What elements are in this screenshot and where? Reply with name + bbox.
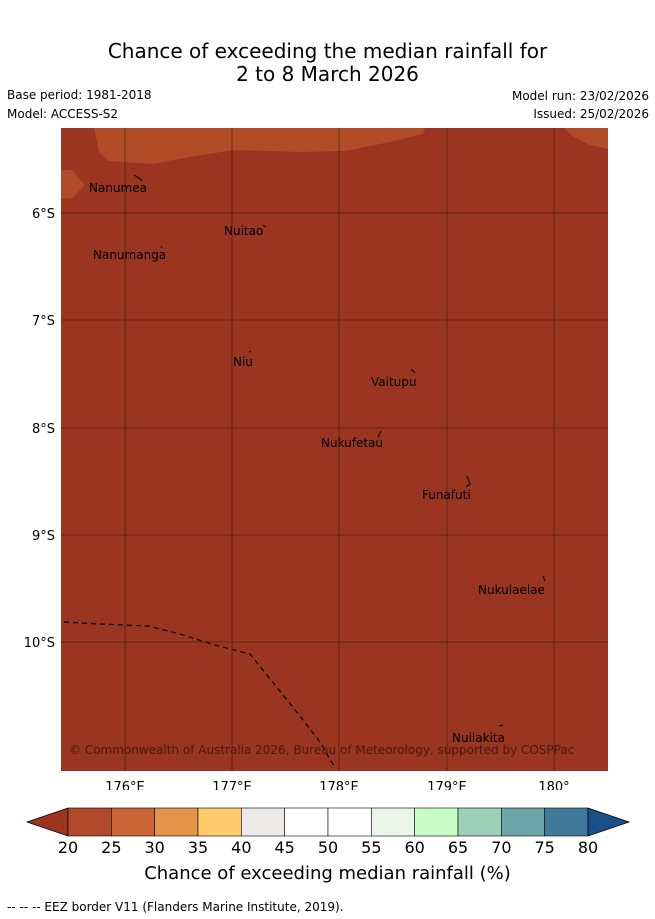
colorbar-tick-label: 80: [577, 838, 599, 857]
colorbar: [25, 807, 631, 837]
place-label-nukufetau: Nukufetau: [321, 436, 383, 450]
colorbar-tick-label: 70: [491, 838, 512, 857]
probability-band-top: [94, 128, 425, 164]
probability-band-speck: [150, 131, 155, 134]
islands: [133, 174, 546, 727]
island-vaitupu: [410, 368, 416, 374]
island-funafuti: [465, 475, 471, 488]
copyright-notice: © Commonwealth of Australia 2026, Bureau…: [69, 743, 574, 757]
title-line-1: Chance of exceeding the median rainfall …: [107, 39, 548, 63]
lon-tick-label: 180°: [538, 780, 569, 790]
issued-date: Issued: 25/02/2026: [533, 107, 649, 121]
probability-field: [61, 128, 608, 771]
colorbar-tick-label: 65: [447, 838, 469, 857]
colorbar-cell: [501, 807, 545, 837]
colorbar-tick-label: 45: [274, 838, 295, 857]
place-label-funafuti: Funafuti: [422, 488, 471, 502]
colorbar-tick-label: 25: [101, 838, 122, 857]
place-label-niu: Niu: [233, 355, 253, 369]
eez-footnote: -- -- -- EEZ border V11 (Flanders Marine…: [7, 900, 344, 914]
base-period: Base period: 1981-2018: [7, 88, 152, 102]
colorbar-cell: [327, 807, 372, 837]
colorbar-tick-label: 55: [361, 838, 382, 857]
colorbar-cell: [544, 807, 589, 837]
lon-tick-label: 178°E: [319, 780, 359, 790]
colorbar-cell: [414, 807, 459, 837]
lat-tick-label: 6°S: [32, 207, 55, 222]
map: Nanumea Nuitao Nanumanga Niu Vaitupu Nuk…: [24, 128, 608, 790]
colorbar-cell: [457, 807, 502, 837]
lon-tick-label: 177°E: [212, 780, 252, 790]
model-name: Model: ACCESS-S2: [7, 107, 119, 121]
island-nukufetau: [377, 430, 382, 438]
island-nanumea: [133, 174, 143, 182]
place-label-nukulaelae: Nukulaelae: [478, 583, 545, 597]
colorbar-tick-label: 60: [404, 838, 425, 857]
colorbar-title: Chance of exceeding median rainfall (%): [144, 863, 511, 884]
model-run: Model run: 23/02/2026: [511, 89, 649, 103]
colorbar-tick-label: 30: [144, 838, 165, 857]
lat-tick-label: 10°S: [24, 636, 55, 651]
place-label-nanumanga: Nanumanga: [93, 248, 166, 262]
colorbar-cell: [111, 807, 155, 837]
colorbar-tick-label: 35: [187, 838, 209, 857]
colorbar-low-extend: [25, 807, 69, 837]
colorbar-cell: [154, 807, 199, 837]
place-label-nuilakita: Nuilakita: [452, 731, 505, 745]
place-label-vaitupu: Vaitupu: [371, 375, 417, 389]
colorbar-cell: [371, 807, 415, 837]
probability-band-topright: [565, 128, 608, 149]
probability-band-left: [61, 170, 85, 199]
graticule: [61, 128, 608, 771]
colorbar-tick-label: 50: [317, 838, 339, 857]
colorbar-tick-label: 20: [57, 838, 79, 857]
colorbar-cell: [67, 807, 112, 837]
lat-tick-label: 8°S: [32, 422, 55, 437]
colorbar-high-extend: [587, 807, 631, 837]
lat-tick-label: 9°S: [32, 529, 55, 544]
colorbar-cell: [197, 807, 242, 837]
colorbar-tick-label: 40: [231, 838, 252, 857]
lon-tick-label: 179°E: [427, 780, 467, 790]
island-niu: [248, 350, 252, 353]
title-line-2: 2 to 8 March 2026: [236, 62, 419, 86]
colorbar-cell: [284, 807, 329, 837]
lat-tick-label: 7°S: [32, 314, 55, 329]
place-label-nuitao: Nuitao: [224, 224, 263, 238]
map-title: Chance of exceeding the median rainfall …: [0, 40, 655, 86]
place-label-nanumea: Nanumea: [89, 181, 147, 195]
island-nuilakita: [498, 724, 504, 727]
island-nanumanga: [160, 245, 163, 249]
island-nuitao: [262, 224, 267, 228]
lon-tick-label: 176°E: [105, 780, 145, 790]
colorbar-cell: [241, 807, 285, 837]
colorbar-cells: [67, 807, 589, 837]
colorbar-tick-label: 75: [534, 838, 555, 857]
island-nukulaelae: [542, 575, 546, 582]
eez-border: [63, 621, 336, 769]
